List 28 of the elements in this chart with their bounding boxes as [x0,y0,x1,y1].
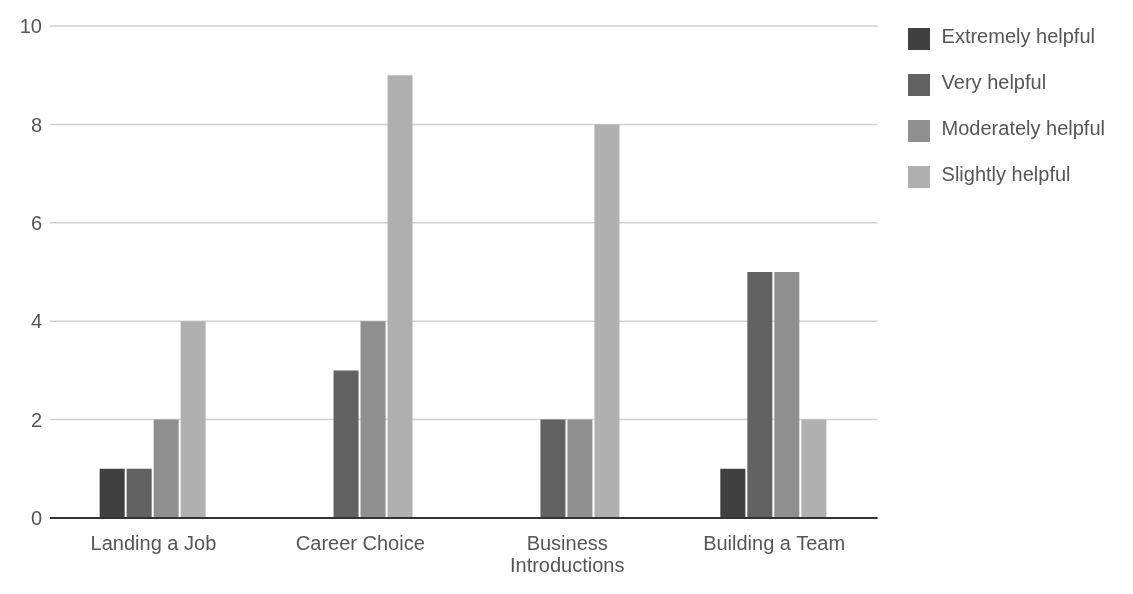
y-tick-label: 6 [30,211,42,234]
x-tick-label: Landing a Job [90,532,217,554]
x-tick-label: Business Introductions [509,532,625,576]
bar [594,124,620,518]
y-tick-label: 4 [30,310,42,333]
y-tick-label: 8 [30,113,42,136]
bar [153,419,179,518]
bar [180,321,206,518]
bar [333,370,359,518]
bar [747,272,773,518]
bar [801,419,827,518]
legend-label: Extremely helpful [941,25,1095,47]
legend-label: Moderately helpful [941,117,1105,139]
legend-label: Slightly helpful [941,163,1071,185]
bar [774,272,800,518]
bar [99,468,125,518]
bar [126,468,152,518]
bar [387,75,413,518]
x-tick-label: Building a Team [703,532,846,554]
bar [720,468,746,518]
y-tick-label: 0 [30,507,42,530]
legend-label: Very helpful [941,71,1047,93]
bar [540,419,566,518]
y-tick-label: 10 [19,15,42,38]
x-tick-label: Career Choice [295,532,425,554]
bar [360,321,386,518]
bar [567,419,593,518]
y-tick-label: 2 [30,408,42,431]
